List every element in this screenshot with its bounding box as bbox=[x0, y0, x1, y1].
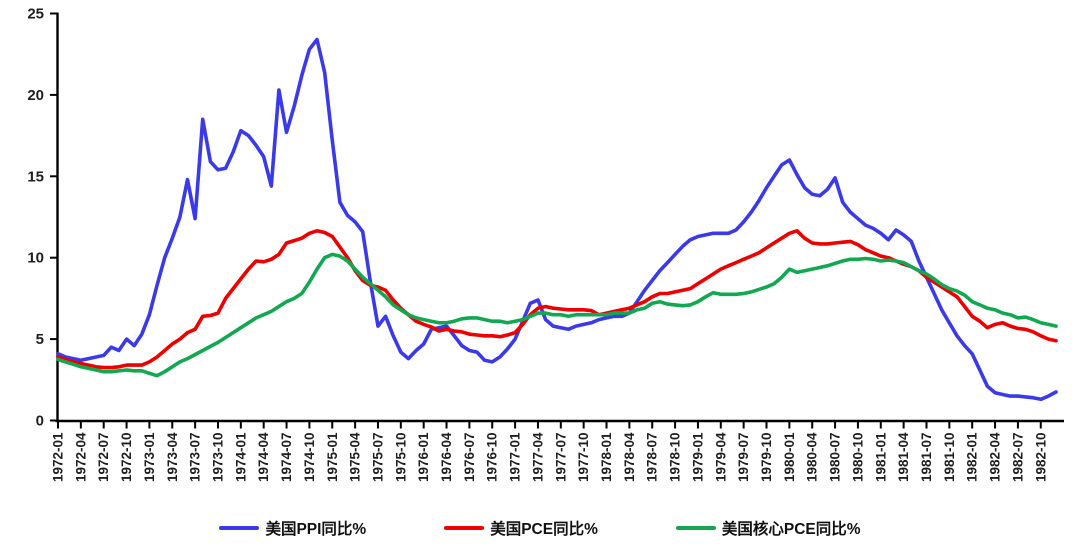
x-tick-label: 1972-10 bbox=[119, 433, 134, 483]
core-pce-line-swatch bbox=[675, 525, 716, 531]
series-line-1 bbox=[56, 229, 1058, 370]
x-tick-label: 1973-01 bbox=[142, 432, 157, 482]
x-tick-label: 1976-04 bbox=[439, 432, 454, 482]
x-tick-label: 1975-04 bbox=[348, 432, 363, 482]
x-tick-label: 1980-07 bbox=[828, 433, 843, 483]
chart-legend: 美国PPI同比% 美国PCE同比% 美国核心PCE同比% bbox=[0, 517, 1080, 539]
legend-label-core-pce: 美国核心PCE同比% bbox=[721, 521, 861, 538]
x-tick-label: 1981-10 bbox=[942, 433, 957, 483]
x-tick-label: 1975-10 bbox=[393, 433, 408, 483]
x-tick-label: 1981-04 bbox=[896, 432, 911, 482]
x-tick-label: 1973-07 bbox=[188, 433, 203, 483]
legend-label-pce: 美国PCE同比% bbox=[490, 521, 598, 538]
x-tick-label: 1978-10 bbox=[668, 433, 683, 483]
x-tick-label: 1972-01 bbox=[51, 432, 66, 482]
x-tick-label: 1981-07 bbox=[919, 433, 934, 483]
x-tick-label: 1982-07 bbox=[1010, 433, 1025, 483]
x-tick-label: 1978-07 bbox=[645, 433, 660, 483]
x-tick-label: 1974-07 bbox=[279, 433, 294, 483]
x-tick-label: 1977-07 bbox=[553, 433, 568, 483]
x-tick-label: 1973-10 bbox=[210, 433, 225, 483]
y-axis-label: 5 bbox=[36, 331, 44, 348]
x-tick-label: 1982-04 bbox=[988, 432, 1003, 482]
x-tick-label: 1976-07 bbox=[462, 432, 477, 482]
x-tick-label: 1976-01 bbox=[416, 432, 431, 482]
x-tick-label: 1981-01 bbox=[873, 432, 888, 482]
x-tick-label: 1975-01 bbox=[325, 432, 340, 482]
x-tick-label: 1980-04 bbox=[805, 432, 820, 482]
legend-label-ppi: 美国PPI同比% bbox=[265, 521, 367, 538]
x-tick-label: 1982-01 bbox=[965, 432, 980, 482]
x-tick-label: 1982-10 bbox=[1033, 433, 1048, 483]
x-tick-label: 1974-10 bbox=[302, 433, 317, 483]
y-axis-label: 25 bbox=[27, 6, 44, 23]
y-axis-label: 20 bbox=[27, 87, 44, 104]
series-line-0 bbox=[56, 37, 1058, 402]
y-axis-label: 15 bbox=[27, 168, 44, 185]
x-tick-label: 1979-10 bbox=[759, 433, 774, 483]
x-tick-label: 1979-07 bbox=[736, 433, 751, 483]
legend-item-ppi: 美国PPI同比% bbox=[219, 517, 366, 539]
x-tick-label: 1977-04 bbox=[530, 432, 545, 482]
y-axis-label: 0 bbox=[36, 413, 44, 430]
pce-line-swatch bbox=[444, 525, 485, 531]
x-tick-label: 1976-10 bbox=[485, 433, 500, 483]
x-tick-label: 1978-04 bbox=[622, 432, 637, 482]
x-tick-label: 1975-07 bbox=[370, 433, 385, 483]
y-axis-label: 10 bbox=[27, 250, 44, 267]
x-tick-label: 1972-04 bbox=[73, 432, 88, 482]
x-tick-label: 1978-01 bbox=[599, 432, 614, 482]
x-tick-label: 1973-04 bbox=[165, 432, 180, 482]
legend-item-pce: 美国PCE同比% bbox=[444, 517, 598, 539]
x-tick-label: 1974-04 bbox=[256, 432, 271, 482]
x-tick-label: 1980-01 bbox=[782, 432, 797, 482]
x-tick-label: 1979-01 bbox=[690, 432, 705, 482]
x-tick-label: 1979-04 bbox=[713, 432, 728, 482]
x-tick-label: 1974-01 bbox=[233, 432, 248, 482]
legend-item-core-pce: 美国核心PCE同比% bbox=[675, 517, 861, 539]
ppi-line-swatch bbox=[219, 525, 260, 531]
series-line-2 bbox=[56, 252, 1058, 378]
x-tick-label: 1972-07 bbox=[96, 433, 111, 483]
x-tick-label: 1977-01 bbox=[508, 432, 523, 482]
x-tick-label: 1980-10 bbox=[850, 433, 865, 483]
x-tick-label: 1977-10 bbox=[576, 433, 591, 483]
